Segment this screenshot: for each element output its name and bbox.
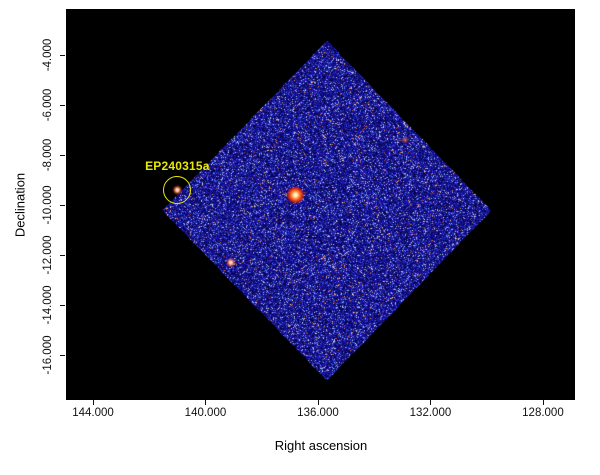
y-tick-label: -4.000	[42, 38, 54, 72]
y-tick-label: -14.000	[42, 285, 54, 325]
y-tick-label: -12.000	[42, 235, 54, 275]
x-tick-mark	[542, 400, 544, 405]
x-tick-label: 140.000	[184, 407, 227, 419]
x-tick-mark	[92, 400, 94, 405]
x-tick-mark	[317, 400, 319, 405]
x-tick-label: 144.000	[72, 407, 114, 419]
y-tick-mark	[60, 55, 65, 56]
y-tick-label: -10.000	[42, 185, 54, 225]
y-tick-label: -8.000	[42, 138, 54, 172]
x-tick-mark	[430, 400, 432, 405]
y-tick-mark	[60, 105, 65, 106]
y-axis-label: Declination	[12, 172, 28, 238]
source-annotation-circle	[163, 176, 192, 204]
y-tick-mark	[60, 355, 65, 356]
y-tick-mark	[60, 255, 65, 256]
y-tick-mark	[60, 155, 65, 156]
x-axis-label: Right ascension	[274, 438, 368, 453]
x-tick-label: 132.000	[409, 407, 452, 419]
plot-area: EP240315a	[66, 9, 575, 400]
sky-image-canvas	[66, 9, 575, 400]
y-tick-mark	[60, 305, 65, 306]
x-tick-label: 128.000	[522, 407, 564, 419]
source-annotation-label: EP240315a	[145, 159, 210, 173]
y-tick-label: -6.000	[42, 88, 54, 122]
y-tick-label: -16.000	[42, 335, 54, 375]
y-tick-mark	[60, 205, 65, 206]
x-tick-mark	[205, 400, 207, 405]
x-tick-label: 136.000	[297, 407, 339, 419]
